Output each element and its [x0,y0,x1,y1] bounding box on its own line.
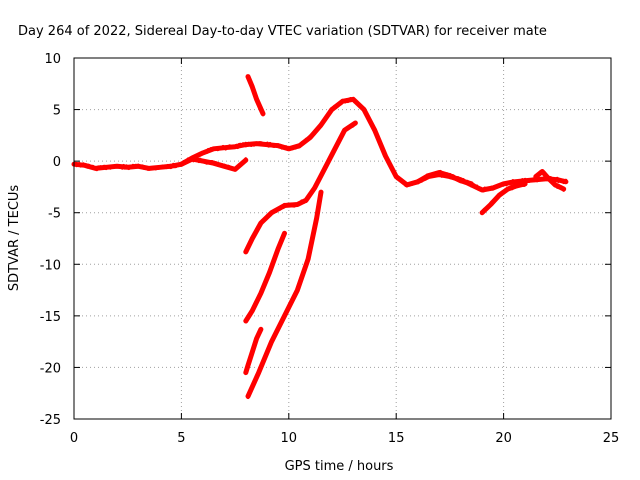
tick-labels: 0 5 10 15 20 25 10 5 0 -5 -10 -15 -20 -25 [40,52,620,446]
y-tick-label: 10 [44,52,61,67]
y-tick-label: -5 [48,207,61,222]
x-tick-label: 20 [495,431,512,446]
plot-frame [73,57,612,420]
series-noise-arc-3 [246,75,265,117]
series-noise-arc-1 [72,156,248,172]
chart-title: Day 264 of 2022, Sidereal Day-to-day VTE… [18,24,547,39]
series-noise-arc-4 [244,121,357,253]
axis-ticks [73,57,612,420]
x-tick-label: 10 [281,431,298,446]
y-axis-title: SDTVAR / TECUs [7,185,22,292]
series-noise-arc-5 [244,232,286,323]
x-tick-label: 5 [177,431,185,446]
y-tick-label: 0 [53,155,61,170]
x-axis-title: GPS time / hours [285,459,394,474]
series-noise-arc-9 [416,170,473,187]
series-noise-arc-2 [179,97,568,193]
y-tick-label: -15 [40,310,61,325]
data-series [71,74,569,400]
x-tick-label: 25 [603,431,620,446]
y-tick-label: -20 [40,361,61,376]
series-noise-arc-7 [246,190,323,400]
series-noise-arc-8 [480,182,527,216]
x-tick-label: 15 [388,431,405,446]
y-tick-label: -25 [40,413,61,428]
grid [74,58,611,419]
x-tick-label: 0 [70,431,78,446]
series-noise-arc-6 [244,327,263,375]
y-tick-label: 5 [53,104,61,119]
series-noise-arc-10 [534,170,566,192]
y-tick-label: -10 [40,258,61,273]
